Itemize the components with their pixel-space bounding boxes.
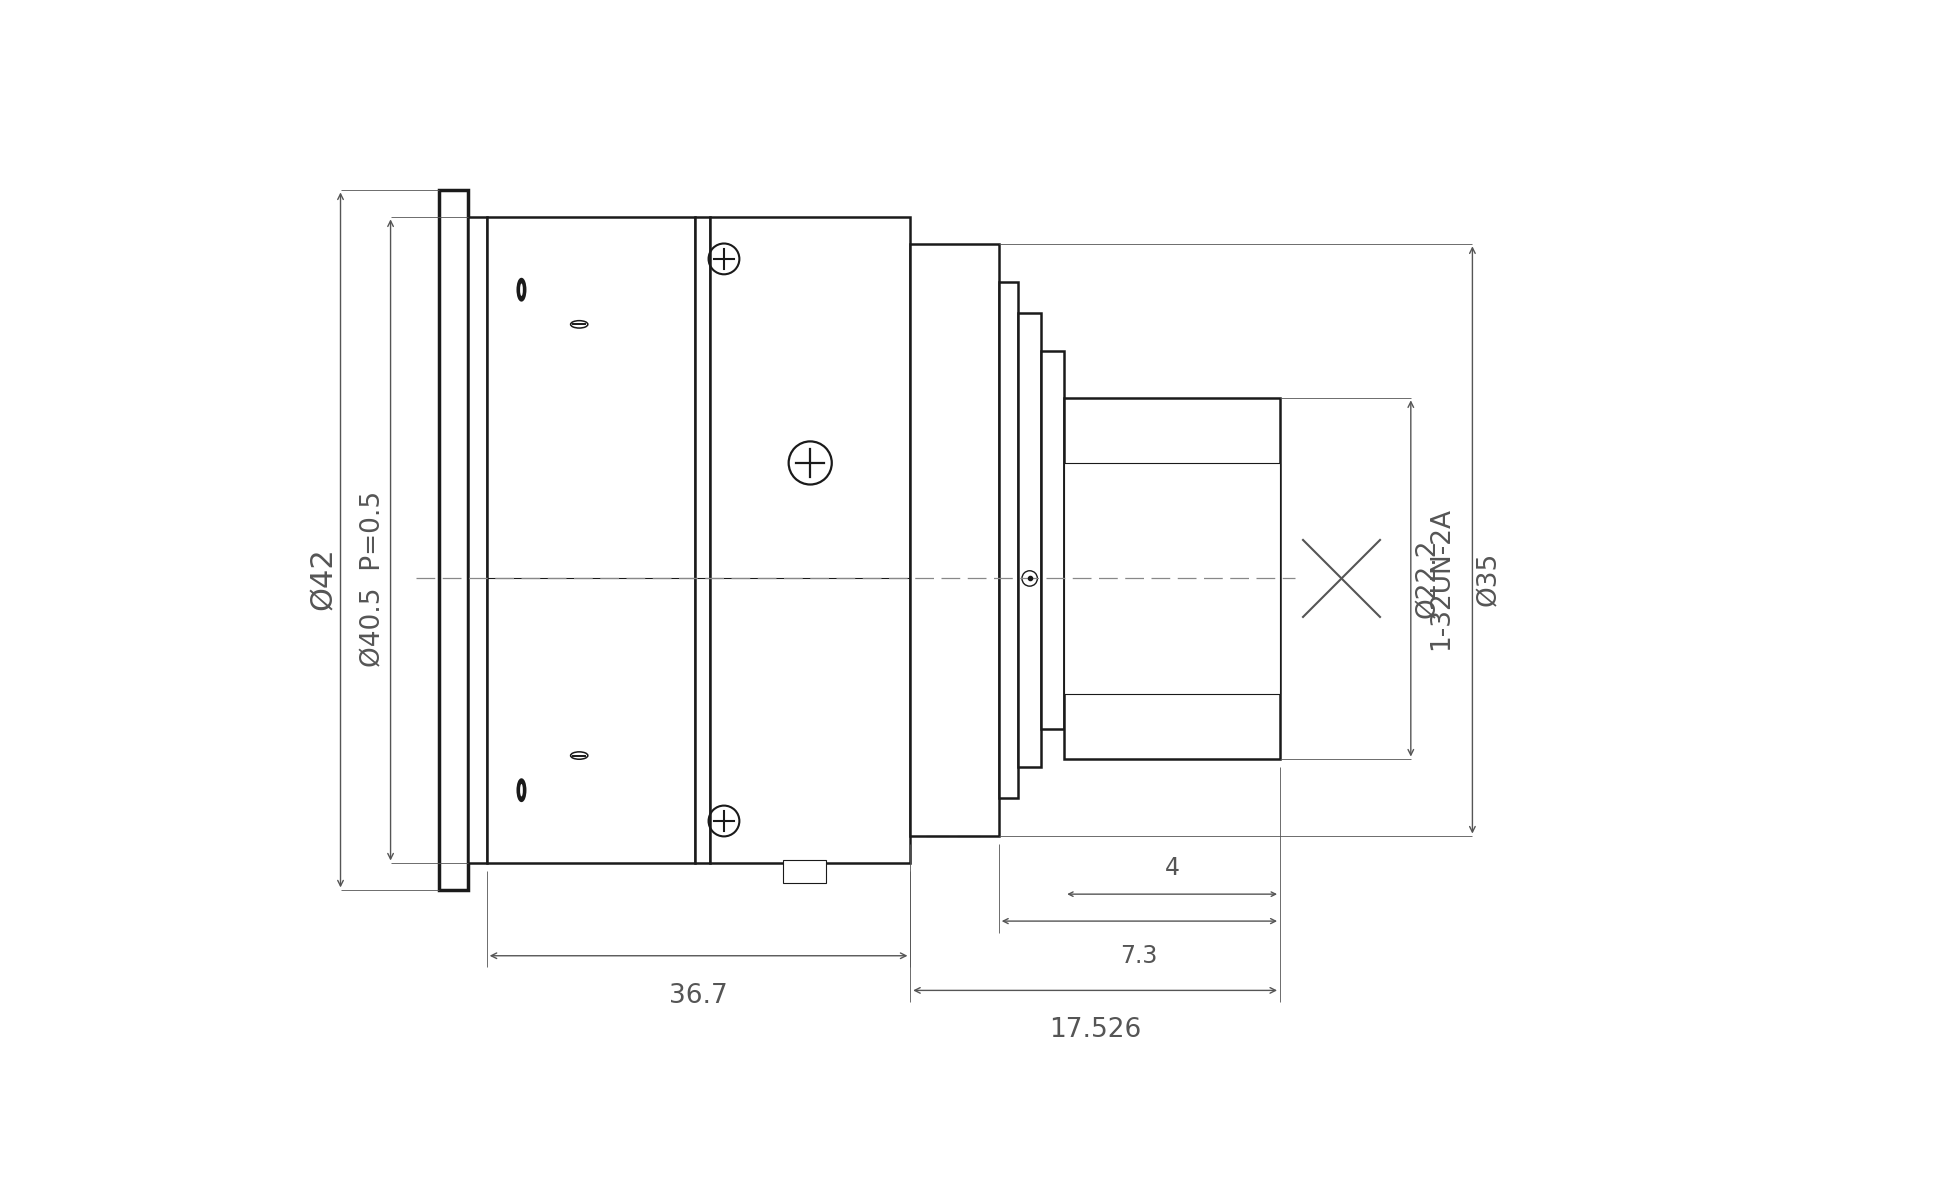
Ellipse shape	[518, 278, 525, 301]
Bar	[782, 859, 825, 883]
Bar	[1064, 398, 1280, 759]
Bar	[710, 216, 911, 863]
Text: 4: 4	[1164, 857, 1179, 881]
Bar	[998, 282, 1018, 798]
Bar	[1041, 351, 1064, 729]
Text: Ø42: Ø42	[309, 547, 339, 609]
Bar	[486, 216, 695, 863]
Text: 36.7: 36.7	[669, 982, 728, 1009]
Text: Ø22.2: Ø22.2	[1415, 539, 1440, 618]
Bar	[911, 244, 998, 836]
Text: Ø40.5  P=0.5: Ø40.5 P=0.5	[360, 490, 387, 667]
Text: Ø35: Ø35	[1477, 551, 1502, 606]
Ellipse shape	[520, 784, 523, 796]
Bar	[440, 190, 467, 890]
Bar	[1018, 313, 1041, 767]
Text: 1-32UN-2A: 1-32UN-2A	[1428, 507, 1454, 650]
Bar	[1064, 462, 1280, 694]
Ellipse shape	[518, 779, 525, 802]
Bar	[467, 216, 486, 863]
Ellipse shape	[520, 283, 523, 296]
Text: 7.3: 7.3	[1121, 944, 1158, 968]
Text: 17.526: 17.526	[1049, 1017, 1140, 1043]
Bar	[695, 216, 710, 863]
